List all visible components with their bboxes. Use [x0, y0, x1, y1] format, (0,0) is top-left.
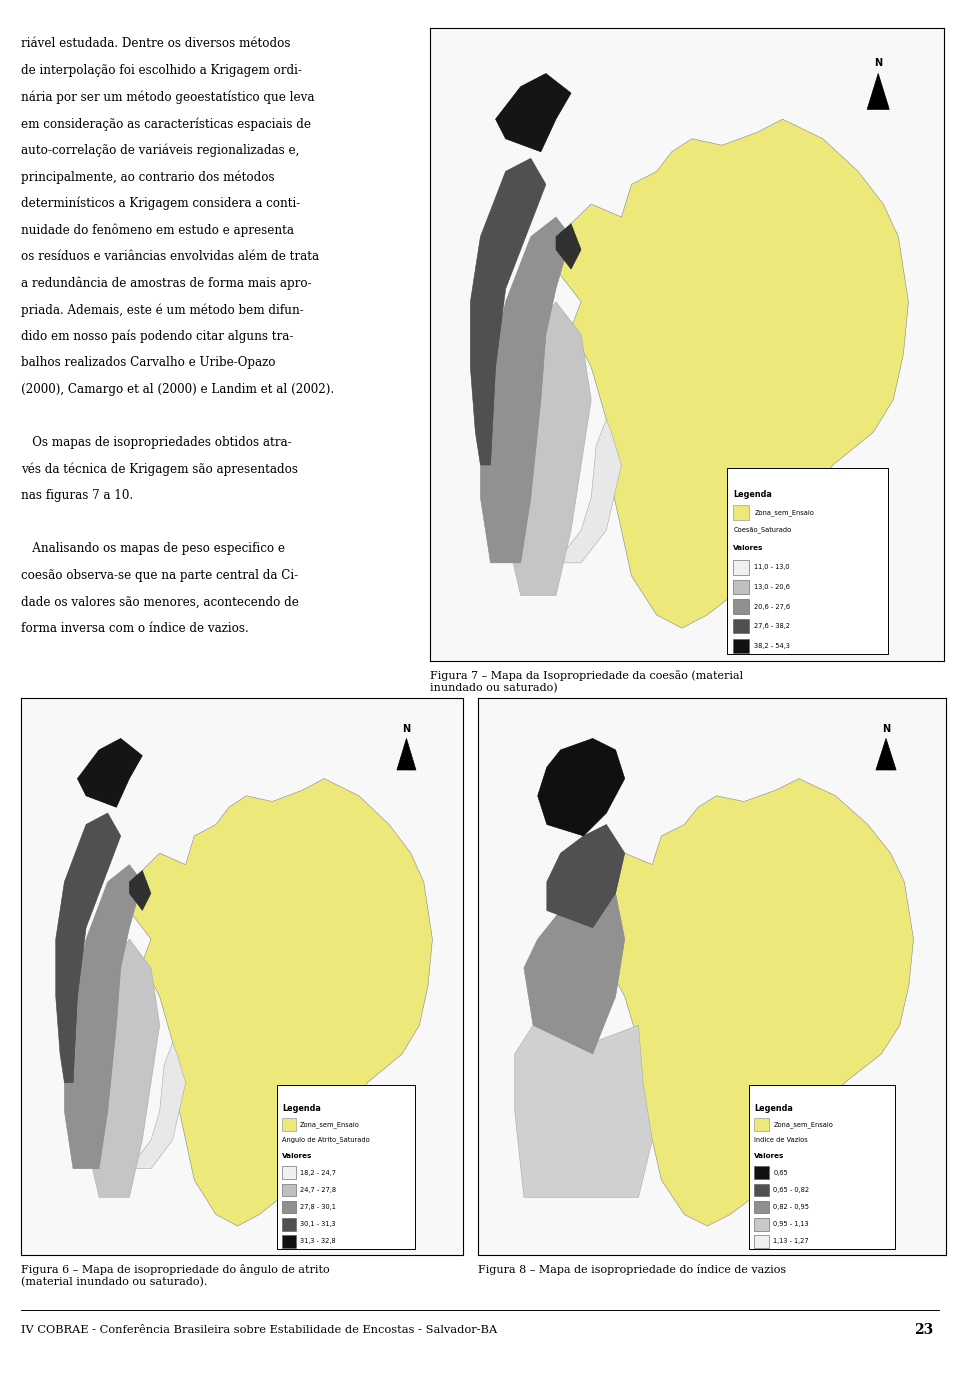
Text: 24,7 - 27,8: 24,7 - 27,8 [300, 1187, 336, 1193]
Bar [281, 1166, 296, 1180]
Text: forma inversa com o índice de vazios.: forma inversa com o índice de vazios. [21, 622, 249, 636]
Text: 27,8 - 30,1: 27,8 - 30,1 [300, 1205, 336, 1210]
Text: 23: 23 [914, 1323, 933, 1337]
Text: 11,0 - 13,0: 11,0 - 13,0 [755, 565, 790, 570]
Text: Figura 7 – Mapa da Isopropriedade da coesão (material
inundado ou saturado): Figura 7 – Mapa da Isopropriedade da coe… [430, 670, 743, 693]
Text: Angulo de Atrito_Saturado: Angulo de Atrito_Saturado [281, 1136, 370, 1143]
Polygon shape [556, 224, 581, 270]
Text: Analisando os mapas de peso especifico e: Analisando os mapas de peso especifico e [21, 542, 285, 555]
Text: Legenda: Legenda [754, 1104, 793, 1113]
Polygon shape [556, 419, 621, 563]
Text: auto-correlação de variáveis regionalizadas e,: auto-correlação de variáveis regionaliza… [21, 143, 300, 157]
Bar [754, 1166, 769, 1180]
Text: N: N [882, 723, 890, 733]
Bar [754, 1118, 769, 1131]
Bar [749, 1085, 895, 1249]
Text: nuidade do fenômeno em estudo e apresenta: nuidade do fenômeno em estudo e apresent… [21, 224, 294, 236]
Text: 13,0 - 20,6: 13,0 - 20,6 [755, 584, 790, 590]
Polygon shape [130, 779, 432, 1225]
Text: a redundância de amostras de forma mais apro-: a redundância de amostras de forma mais … [21, 277, 312, 291]
Bar [733, 619, 750, 633]
Text: 0,65: 0,65 [773, 1170, 788, 1175]
Text: 0,95 - 1,13: 0,95 - 1,13 [773, 1221, 809, 1227]
Bar [754, 1219, 769, 1231]
Text: nária por ser um método geoestatístico que leva: nária por ser um método geoestatístico q… [21, 90, 315, 104]
Bar [754, 1235, 769, 1248]
Text: em consideração as características espaciais de: em consideração as características espac… [21, 117, 311, 131]
Text: 18,2 - 24,7: 18,2 - 24,7 [300, 1170, 336, 1175]
Text: Figura 8 – Mapa de isopropriedade do índice de vazios: Figura 8 – Mapa de isopropriedade do índ… [478, 1264, 786, 1276]
Polygon shape [64, 865, 142, 1168]
Text: Zona_sem_Ensaio: Zona_sem_Ensaio [755, 509, 814, 516]
Text: Legenda: Legenda [733, 490, 772, 499]
Text: nas figuras 7 a 10.: nas figuras 7 a 10. [21, 490, 133, 502]
Text: N: N [875, 58, 882, 68]
Bar [733, 580, 750, 594]
Text: Valores: Valores [281, 1153, 312, 1159]
Text: Coesão_Saturado: Coesão_Saturado [733, 526, 791, 533]
Text: os resíduos e variâncias envolvidas além de trata: os resíduos e variâncias envolvidas além… [21, 250, 320, 263]
Text: Zona_sem_Ensaio: Zona_sem_Ensaio [773, 1121, 833, 1128]
Polygon shape [495, 74, 571, 152]
Text: 20,6 - 27,6: 20,6 - 27,6 [755, 604, 790, 609]
Polygon shape [592, 779, 914, 1225]
Bar [281, 1118, 296, 1131]
Polygon shape [515, 1025, 652, 1198]
Text: vés da técnica de Krigagem são apresentados: vés da técnica de Krigagem são apresenta… [21, 463, 299, 476]
Polygon shape [130, 1042, 185, 1168]
Text: Os mapas de isopropriedades obtidos atra-: Os mapas de isopropriedades obtidos atra… [21, 435, 292, 449]
Polygon shape [130, 871, 151, 911]
Text: 0,82 - 0,95: 0,82 - 0,95 [773, 1205, 809, 1210]
Polygon shape [556, 120, 908, 629]
Polygon shape [524, 893, 625, 1054]
Text: 0,65 - 0,82: 0,65 - 0,82 [773, 1187, 809, 1193]
Polygon shape [506, 302, 591, 595]
Bar [276, 1085, 415, 1249]
Text: 1,13 - 1,27: 1,13 - 1,27 [773, 1238, 809, 1245]
Polygon shape [538, 739, 625, 836]
Text: balhos realizados Carvalho e Uribe-Opazo: balhos realizados Carvalho e Uribe-Opazo [21, 356, 276, 369]
Bar [754, 1200, 769, 1213]
Text: Indice de Vazios: Indice de Vazios [754, 1136, 807, 1142]
Polygon shape [396, 739, 416, 771]
Bar [733, 561, 750, 574]
Polygon shape [547, 825, 625, 928]
Polygon shape [78, 739, 142, 807]
Text: Valores: Valores [733, 545, 763, 551]
Text: dade os valores são menores, acontecendo de: dade os valores são menores, acontecendo… [21, 595, 299, 608]
Bar [281, 1200, 296, 1213]
Bar [281, 1184, 296, 1196]
Text: IV COBRAE - Conferência Brasileira sobre Estabilidade de Encostas - Salvador-BA: IV COBRAE - Conferência Brasileira sobre… [21, 1324, 497, 1335]
Text: 30,1 - 31,3: 30,1 - 31,3 [300, 1221, 335, 1227]
Text: Figura 6 – Mapa de isopropriedade do ângulo de atrito
(material inundado ou satu: Figura 6 – Mapa de isopropriedade do âng… [21, 1264, 329, 1288]
Bar [733, 600, 750, 613]
Polygon shape [876, 739, 896, 771]
Text: Zona_sem_Ensaio: Zona_sem_Ensaio [300, 1121, 360, 1128]
Text: 31,3 - 32,8: 31,3 - 32,8 [300, 1238, 336, 1245]
Polygon shape [56, 812, 121, 1082]
Polygon shape [867, 74, 889, 110]
Text: riável estudada. Dentre os diversos métodos: riável estudada. Dentre os diversos méto… [21, 38, 291, 50]
Text: N: N [402, 723, 411, 733]
Polygon shape [480, 217, 571, 563]
Text: priada. Ademais, este é um método bem difun-: priada. Ademais, este é um método bem di… [21, 303, 304, 317]
Bar [733, 505, 750, 520]
Text: de interpolação foi escolhido a Krigagem ordi-: de interpolação foi escolhido a Krigagem… [21, 64, 302, 77]
Text: dido em nosso país podendo citar alguns tra-: dido em nosso país podendo citar alguns … [21, 330, 294, 344]
Text: Valores: Valores [754, 1153, 784, 1159]
Bar [281, 1219, 296, 1231]
Text: (2000), Camargo et al (2000) e Landim et al (2002).: (2000), Camargo et al (2000) e Landim et… [21, 383, 334, 396]
Bar [733, 638, 750, 652]
Text: determinísticos a Krigagem considera a conti-: determinísticos a Krigagem considera a c… [21, 196, 300, 210]
Text: principalmente, ao contrario dos métodos: principalmente, ao contrario dos métodos [21, 170, 275, 184]
Polygon shape [86, 939, 159, 1198]
Bar [727, 467, 888, 654]
Text: 38,2 - 54,3: 38,2 - 54,3 [755, 643, 790, 648]
Polygon shape [470, 159, 546, 465]
Text: 27,6 - 38,2: 27,6 - 38,2 [755, 623, 790, 629]
Text: coesão observa-se que na parte central da Ci-: coesão observa-se que na parte central d… [21, 569, 299, 581]
Text: Legenda: Legenda [281, 1104, 321, 1113]
Bar [754, 1184, 769, 1196]
Bar [281, 1235, 296, 1248]
